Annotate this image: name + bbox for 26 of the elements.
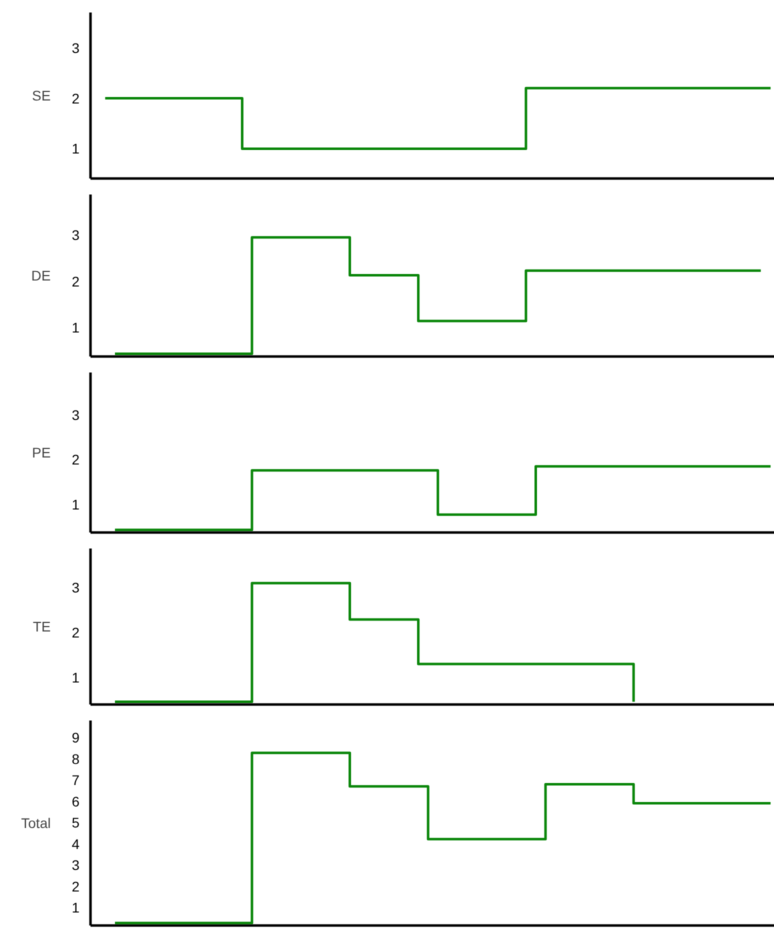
y-tick-label: 6 bbox=[72, 793, 80, 810]
y-tick-label: 3 bbox=[72, 857, 80, 874]
y-tick-label: 1 bbox=[72, 319, 80, 336]
y-tick-label: 1 bbox=[72, 670, 80, 686]
y-tick-label: 2 bbox=[72, 624, 80, 641]
y-tick-label: 3 bbox=[72, 580, 80, 596]
y-tick-label: 1 bbox=[72, 140, 80, 157]
y-tick-label: 2 bbox=[72, 452, 80, 468]
y-tick-label: 8 bbox=[72, 750, 80, 767]
y-axis-title: PE bbox=[32, 444, 51, 460]
y-tick-label: 3 bbox=[72, 227, 80, 244]
y-tick-label: 4 bbox=[72, 836, 80, 852]
y-tick-label: 9 bbox=[72, 730, 80, 746]
y-axis-title: Total bbox=[21, 815, 51, 831]
y-tick-label: 5 bbox=[72, 814, 80, 831]
y-axis-title: SE bbox=[32, 88, 51, 104]
y-axis-title: DE bbox=[31, 268, 51, 284]
y-tick-label: 7 bbox=[72, 772, 80, 788]
y-tick-label: 2 bbox=[72, 273, 80, 290]
y-axis-title: TE bbox=[32, 618, 51, 634]
y-tick-label: 3 bbox=[72, 40, 80, 56]
y-tick-label: 3 bbox=[72, 406, 80, 423]
y-tick-label: 2 bbox=[72, 878, 80, 894]
y-tick-label: 2 bbox=[72, 90, 80, 106]
y-tick-label: 1 bbox=[72, 496, 80, 512]
y-tick-label: 1 bbox=[72, 900, 80, 916]
